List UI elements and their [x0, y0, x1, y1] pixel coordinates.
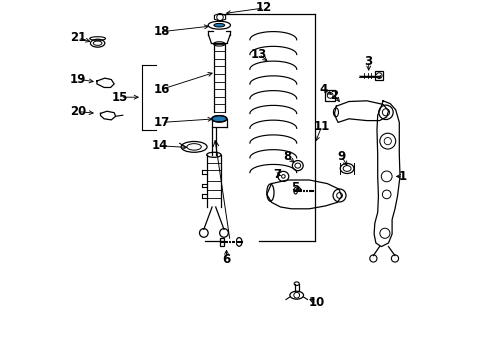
Text: 10: 10	[308, 296, 324, 309]
Text: 3: 3	[364, 55, 372, 68]
Text: 19: 19	[70, 73, 86, 86]
Ellipse shape	[211, 116, 226, 122]
Text: 17: 17	[153, 116, 169, 129]
Text: 18: 18	[153, 25, 169, 38]
Bar	[219, 238, 224, 246]
Text: 6: 6	[222, 253, 230, 266]
Text: 9: 9	[337, 150, 345, 163]
Text: 12: 12	[256, 1, 272, 14]
Text: 11: 11	[313, 120, 329, 132]
Text: 2: 2	[330, 89, 338, 102]
Text: 15: 15	[112, 91, 128, 104]
Ellipse shape	[213, 23, 224, 27]
Text: 4: 4	[319, 83, 327, 96]
Text: 21: 21	[70, 31, 86, 44]
Text: 7: 7	[272, 168, 281, 181]
Text: 14: 14	[151, 139, 168, 152]
Text: 20: 20	[70, 105, 86, 118]
Text: 8: 8	[283, 150, 291, 163]
Text: 13: 13	[250, 48, 266, 60]
Bar	[325, 90, 335, 101]
Text: 1: 1	[398, 170, 406, 183]
Text: 5: 5	[290, 181, 299, 194]
Text: 16: 16	[153, 83, 169, 96]
Bar	[374, 71, 382, 80]
